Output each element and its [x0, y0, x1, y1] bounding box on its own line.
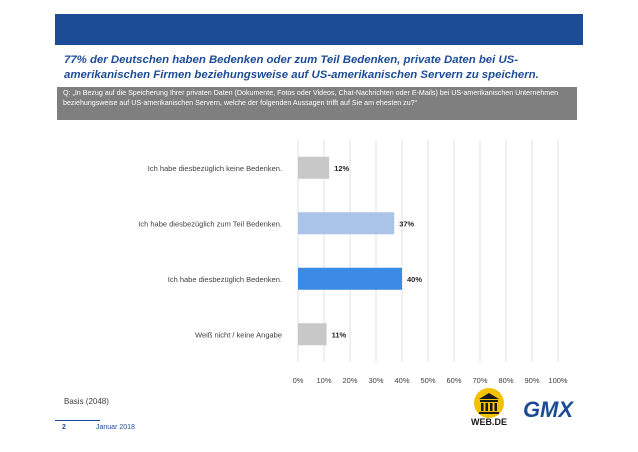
x-tick-label: 40% — [394, 376, 409, 385]
data-label: 12% — [334, 164, 349, 173]
page-number: 2 — [62, 424, 66, 431]
x-tick-label: 90% — [524, 376, 539, 385]
data-label: 11% — [332, 330, 347, 339]
page-title: 77% der Deutschen haben Bedenken oder zu… — [64, 54, 539, 81]
x-tick-label: 100% — [548, 376, 568, 385]
bar — [298, 323, 327, 346]
survey-question: Q: „In Bezug auf die Speicherung Ihrer p… — [57, 87, 577, 120]
basis-note: Basis (2048) — [64, 397, 109, 406]
x-tick-label: 70% — [472, 376, 487, 385]
x-tick-label: 80% — [498, 376, 513, 385]
data-label: 40% — [407, 275, 422, 284]
x-tick-label: 50% — [420, 376, 435, 385]
webde-logo: WEB.DE — [471, 388, 507, 427]
category-label: Weiß nicht / keine Angabe — [195, 330, 282, 339]
x-tick-label: 0% — [293, 376, 304, 385]
webde-logo-text: WEB.DE — [471, 417, 507, 427]
footer-divider — [55, 420, 100, 421]
bar — [298, 156, 330, 179]
gmx-logo-text: GMX — [523, 397, 574, 422]
category-label: Ich habe diesbezüglich zum Teil Bedenken… — [138, 219, 282, 228]
gmx-logo: GMX — [523, 397, 574, 422]
x-tick-label: 20% — [342, 376, 357, 385]
bar — [298, 212, 395, 235]
category-label: Ich habe diesbezüglich Bedenken. — [168, 275, 282, 284]
bar — [298, 267, 402, 290]
footer-date: Januar 2018 — [96, 424, 135, 431]
x-tick-label: 60% — [446, 376, 461, 385]
x-tick-label: 30% — [368, 376, 383, 385]
category-label: Ich habe diesbezüglich keine Bedenken. — [148, 164, 282, 173]
x-tick-label: 10% — [316, 376, 331, 385]
data-label: 37% — [399, 219, 414, 228]
header-bar — [55, 14, 583, 45]
bar-chart: 0% 10% 20% 30% 40% 50% 60% 70% 80% 90% 100% Ich hab… — [138, 140, 568, 385]
